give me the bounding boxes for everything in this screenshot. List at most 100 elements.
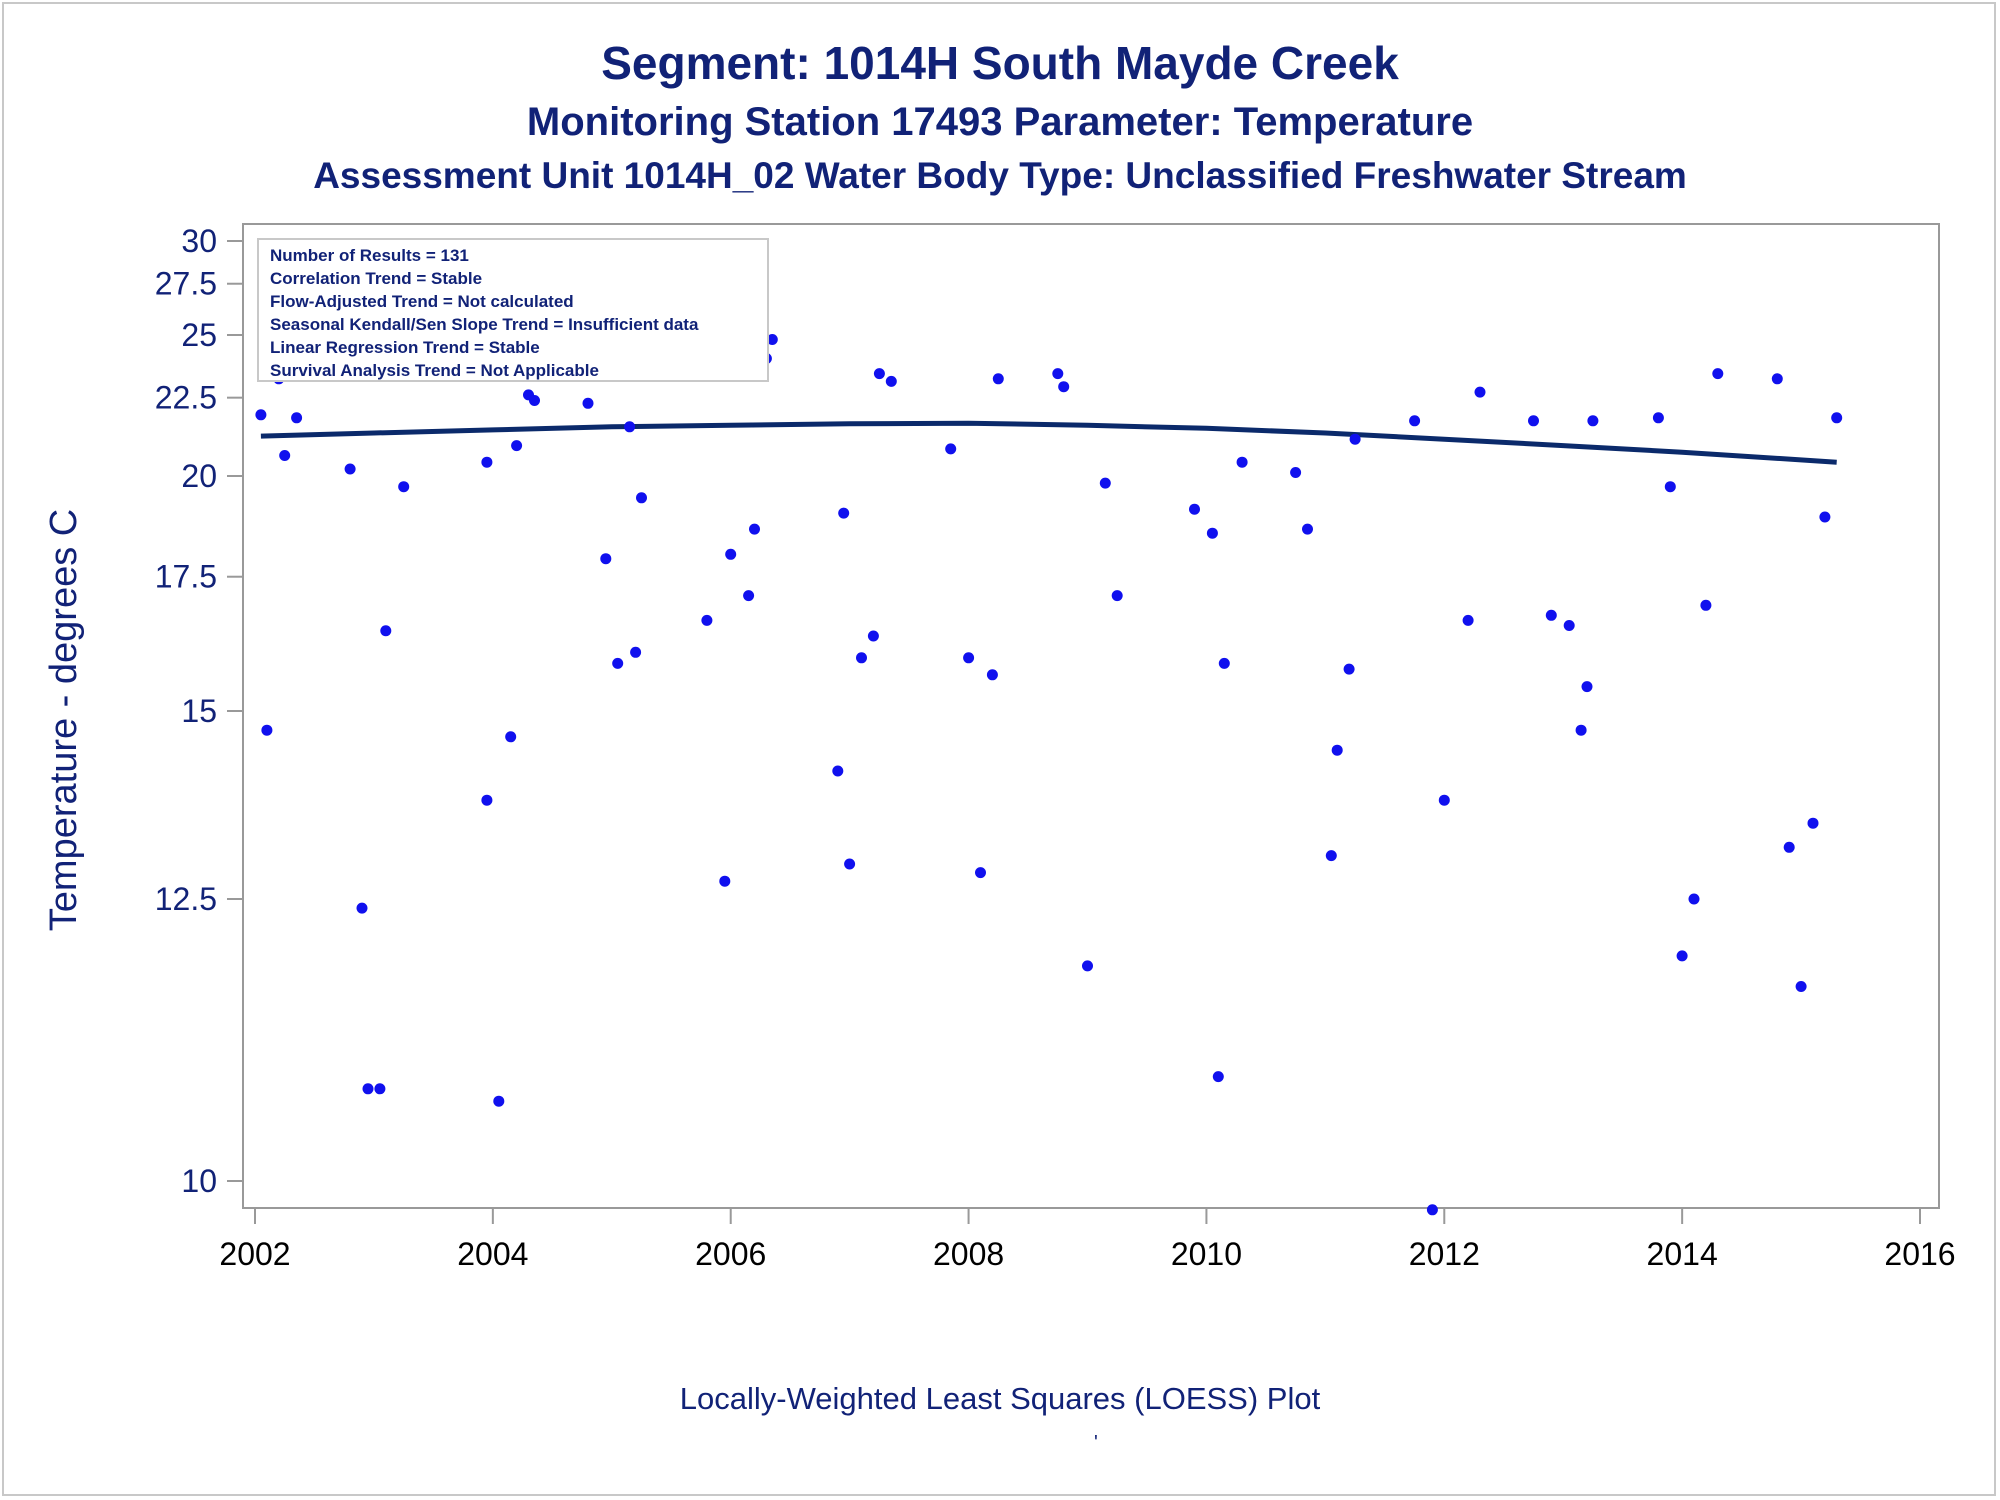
- data-point: [1349, 433, 1361, 445]
- data-point: [398, 481, 410, 493]
- y-tick-label: 30: [181, 223, 217, 259]
- data-point: [1206, 527, 1218, 539]
- data-point: [582, 397, 594, 409]
- data-point: [1664, 481, 1676, 493]
- data-point: [1545, 609, 1557, 621]
- x-tick-label: 2004: [457, 1236, 528, 1272]
- data-point: [291, 412, 303, 424]
- data-point: [1771, 373, 1783, 385]
- data-point: [719, 875, 731, 887]
- data-point: [1700, 599, 1712, 611]
- data-point: [1058, 381, 1070, 393]
- data-point: [255, 409, 267, 421]
- data-point: [832, 765, 844, 777]
- data-point: [873, 368, 885, 380]
- data-point: [1831, 412, 1843, 424]
- x-tick-label: 2016: [1884, 1236, 1955, 1272]
- x-tick-label: 2008: [933, 1236, 1004, 1272]
- x-axis: 2002 2004 2006 2008 2010 2012 2014 2016: [219, 1208, 1956, 1272]
- data-point: [362, 1083, 374, 1095]
- trend-legend: Number of Results = 131 Correlation Trend…: [257, 238, 769, 382]
- data-point: [1783, 841, 1795, 853]
- data-point: [844, 858, 856, 870]
- legend-line: Seasonal Kendall/Sen Slope Trend = Insuf…: [270, 315, 699, 334]
- x-tick-label: 2002: [219, 1236, 290, 1272]
- data-point: [1474, 386, 1486, 398]
- data-point: [1688, 893, 1700, 905]
- data-point: [1676, 950, 1688, 962]
- y-axis-label: Temperature - degrees C: [43, 509, 85, 931]
- data-point: [630, 646, 642, 658]
- data-point: [624, 421, 636, 433]
- plot-frame-group: [242, 223, 1940, 1209]
- y-axis: 10 12.5 15 17.5 20 22.5 25 27.5 30: [155, 223, 243, 1199]
- y-tick-label: 27.5: [155, 266, 217, 302]
- loess-line-group: [260, 420, 1837, 465]
- y-tick-label: 12.5: [155, 881, 217, 917]
- data-point: [636, 492, 647, 504]
- data-point: [529, 395, 540, 406]
- data-point: [1575, 724, 1587, 736]
- y-tick-label: 25: [181, 317, 217, 353]
- data-point: [481, 794, 493, 806]
- data-points: [255, 331, 1843, 1216]
- data-point: [1302, 523, 1313, 535]
- y-tick-label: 10: [181, 1163, 217, 1199]
- data-point: [1099, 477, 1111, 489]
- data-point: [1409, 415, 1421, 427]
- data-point: [992, 373, 1004, 385]
- data-point: [1111, 590, 1123, 602]
- data-point: [1290, 467, 1302, 478]
- data-point: [856, 652, 867, 664]
- data-point: [963, 652, 975, 664]
- data-point: [374, 1083, 386, 1095]
- y-tick-label: 17.5: [155, 559, 217, 595]
- data-point: [1426, 1204, 1438, 1216]
- data-point: [344, 463, 356, 475]
- data-point: [1189, 503, 1200, 515]
- data-point: [1528, 415, 1539, 427]
- data-point: [1462, 614, 1474, 626]
- data-point: [612, 657, 624, 669]
- data-point: [885, 375, 897, 387]
- data-point: [493, 1095, 505, 1107]
- data-point: [481, 456, 493, 468]
- data-point: [945, 443, 957, 455]
- data-point: [838, 507, 850, 519]
- data-point: [261, 724, 273, 736]
- data-point: [505, 731, 517, 743]
- legend-line: Flow-Adjusted Trend = Not calculated: [270, 292, 574, 311]
- x-tick-label: 2010: [1171, 1236, 1242, 1272]
- data-point: [1236, 456, 1248, 468]
- data-point: [1212, 1071, 1224, 1083]
- data-point: [725, 548, 737, 560]
- data-point: [749, 523, 760, 535]
- y-tick-label: 22.5: [155, 380, 217, 416]
- legend-line: Correlation Trend = Stable: [270, 269, 482, 288]
- data-point: [1807, 817, 1819, 829]
- legend-line: Survival Analysis Trend = Not Applicable: [270, 361, 599, 380]
- data-point: [701, 614, 713, 626]
- data-point: [975, 867, 986, 879]
- data-point: [1438, 794, 1450, 806]
- plot-frame: [242, 223, 1940, 1209]
- data-point: [1587, 415, 1599, 427]
- legend-line: Number of Results = 131: [270, 246, 469, 265]
- data-point: [1712, 368, 1724, 380]
- data-point: [1652, 412, 1664, 424]
- data-point: [766, 334, 778, 345]
- x-tick-label: 2014: [1647, 1236, 1718, 1272]
- data-point: [1343, 663, 1355, 675]
- data-point: [1218, 657, 1230, 669]
- data-point: [1819, 511, 1831, 523]
- legend-line: Linear Regression Trend = Stable: [270, 338, 540, 357]
- data-point: [511, 440, 523, 452]
- data-point: [1331, 744, 1343, 756]
- data-point: [986, 669, 998, 681]
- footnote: Locally-Weighted Least Squares (LOESS) P…: [679, 1381, 1321, 1416]
- chart-subtitle-assessment: Assessment Unit 1014H_02 Water Body Type…: [313, 155, 1687, 196]
- y-tick-label: 15: [181, 693, 217, 729]
- data-point: [380, 625, 392, 637]
